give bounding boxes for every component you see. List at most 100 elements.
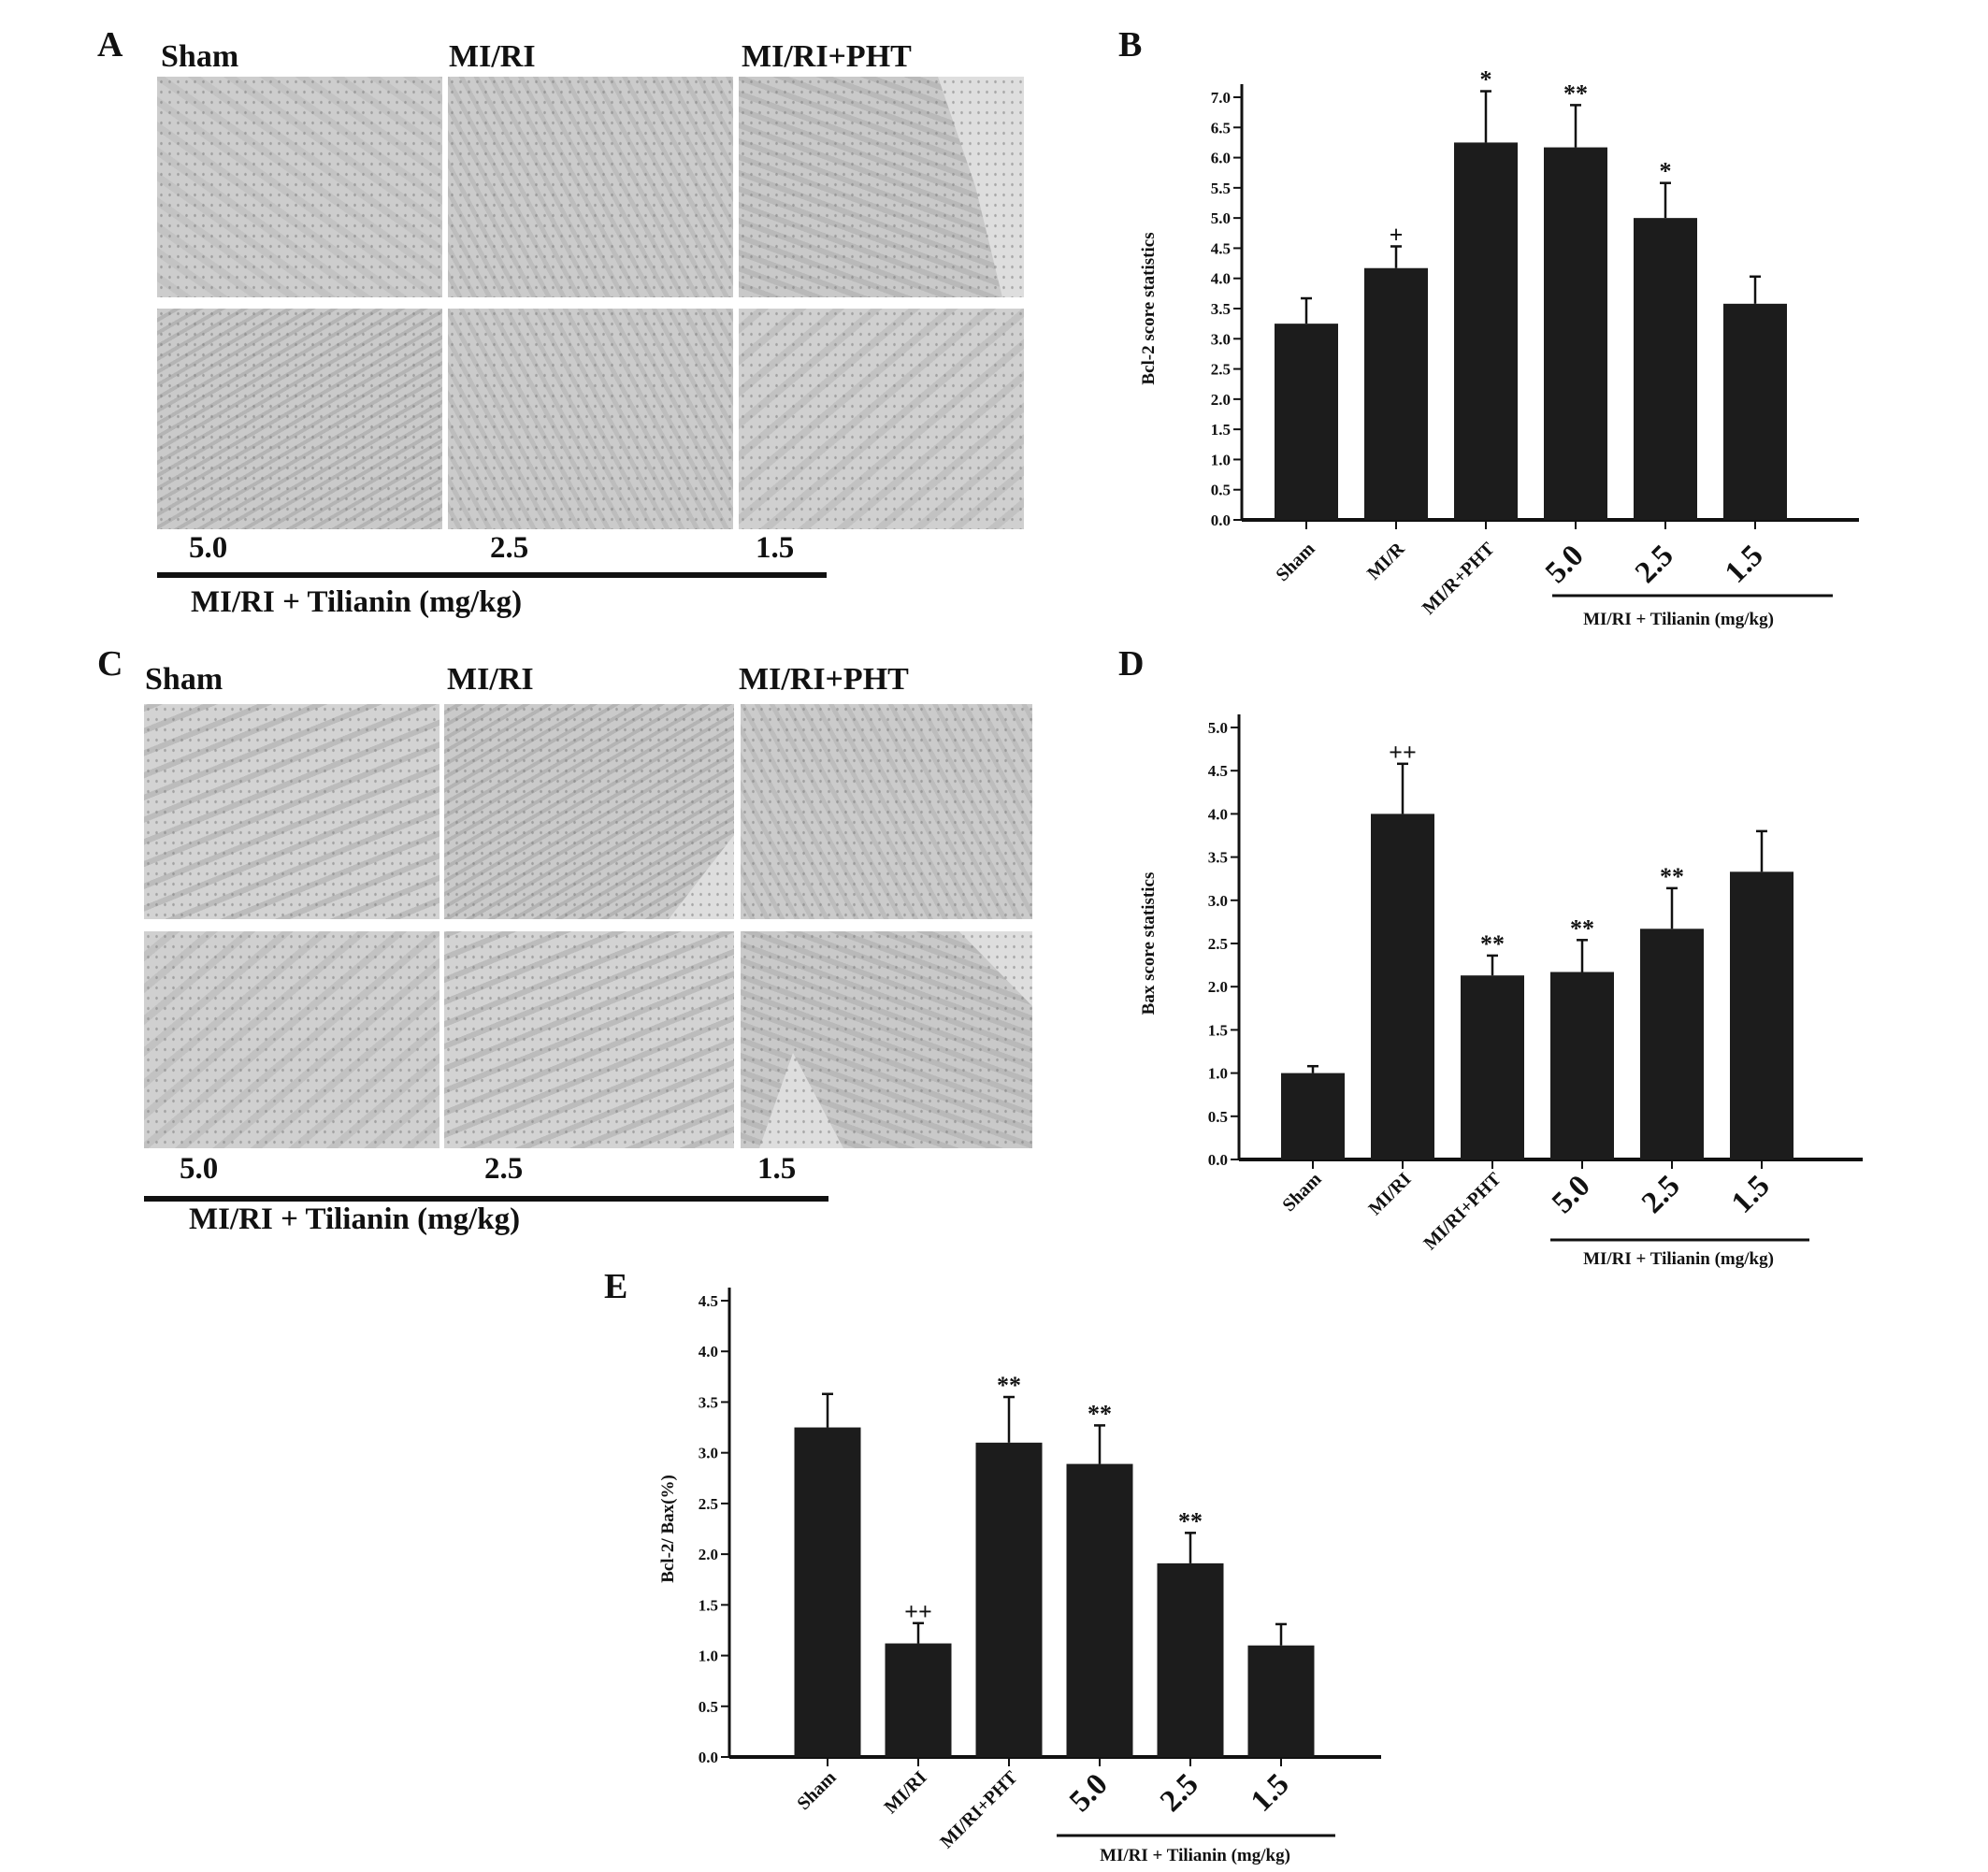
y-tick-label: 3.5 bbox=[1208, 849, 1228, 867]
y-tick-label: 0.0 bbox=[699, 1749, 718, 1766]
category-label: MI/RI bbox=[1364, 1169, 1415, 1219]
y-tick-label: 0.5 bbox=[699, 1698, 718, 1716]
y-tick-label: 0.5 bbox=[1208, 1108, 1228, 1126]
bar bbox=[1247, 1645, 1315, 1757]
y-tick-label: 1.5 bbox=[1208, 1021, 1228, 1039]
micrograph-title-sham: Sham bbox=[161, 39, 239, 74]
significance-marker: ** bbox=[1563, 79, 1588, 107]
panel-letter-a: A bbox=[97, 25, 123, 65]
bar bbox=[1371, 814, 1434, 1159]
bar bbox=[1275, 324, 1338, 520]
y-tick-label: 4.5 bbox=[1211, 239, 1231, 257]
category-label: Sham bbox=[1272, 539, 1318, 585]
bar bbox=[975, 1442, 1043, 1757]
y-tick-label: 1.0 bbox=[1208, 1065, 1228, 1083]
significance-marker: ** bbox=[997, 1372, 1021, 1399]
micrograph-sham bbox=[144, 704, 439, 919]
bar bbox=[1364, 267, 1428, 520]
category-label: MI/RI+PHT bbox=[1419, 1169, 1505, 1255]
bar bbox=[1461, 975, 1524, 1159]
significance-marker: ** bbox=[1480, 930, 1505, 958]
y-tick-label: 1.0 bbox=[1211, 451, 1231, 468]
group-label: MI/RI + Tilianin (mg/kg) bbox=[191, 585, 523, 619]
micrograph-title-mi-ri-pht: MI/RI+PHT bbox=[739, 662, 909, 697]
significance-marker: ** bbox=[1570, 914, 1594, 942]
group-bracket-line bbox=[157, 572, 827, 578]
y-tick-label: 3.5 bbox=[1211, 300, 1231, 318]
y-tick-label: 3.0 bbox=[699, 1445, 718, 1462]
y-tick-label: 5.5 bbox=[1211, 180, 1231, 197]
micrograph-title-mi-ri: MI/RI bbox=[449, 39, 536, 74]
y-tick-label: 3.0 bbox=[1208, 892, 1228, 910]
micrograph-mi-ri bbox=[448, 77, 733, 297]
significance-marker: ++ bbox=[904, 1598, 932, 1625]
micrograph-mi-ri bbox=[444, 704, 734, 919]
category-label: 1.5 bbox=[1725, 1169, 1777, 1220]
dose-label-2-5: 2.5 bbox=[490, 531, 529, 565]
y-tick-label: 1.5 bbox=[699, 1596, 718, 1614]
category-label: 2.5 bbox=[1635, 1169, 1687, 1220]
y-tick-label: 2.0 bbox=[699, 1546, 718, 1563]
bar bbox=[1454, 142, 1518, 520]
significance-marker: ** bbox=[1178, 1507, 1203, 1534]
category-label: MI/RI+PHT bbox=[936, 1767, 1022, 1853]
micrograph-mi-ri-pht bbox=[739, 77, 1024, 297]
y-tick-label: 2.0 bbox=[1208, 978, 1228, 996]
micrograph-mi-ri-pht bbox=[741, 704, 1032, 919]
significance-marker: ++ bbox=[1389, 739, 1417, 766]
y-tick-label: 4.0 bbox=[1208, 805, 1228, 823]
y-tick-label: 7.0 bbox=[1211, 89, 1231, 107]
bar-chart-bcl2: 0.0 0.5 1.0 1.5 2.0 2.5 3.0 3.5 4.0 4.5 5.0 5.5 6.0 6… bbox=[1139, 66, 1859, 629]
micrograph-tilianin-5-0 bbox=[144, 931, 439, 1148]
y-tick-label: 2.0 bbox=[1211, 391, 1231, 409]
y-tick-label: 4.5 bbox=[1208, 762, 1228, 780]
y-axis-label: Bcl-2 score statistics bbox=[1139, 232, 1159, 384]
category-label: MI/RI bbox=[880, 1767, 930, 1818]
micrograph-tilianin-5-0 bbox=[157, 309, 442, 529]
dose-label-1-5: 1.5 bbox=[757, 1152, 797, 1186]
bar bbox=[1550, 972, 1614, 1159]
category-label: 2.5 bbox=[1154, 1767, 1205, 1819]
y-tick-label: 0.5 bbox=[1211, 482, 1231, 499]
dose-label-5-0: 5.0 bbox=[189, 531, 228, 565]
micrograph-title-mi-ri: MI/RI bbox=[447, 662, 534, 697]
dose-label-5-0: 5.0 bbox=[180, 1152, 219, 1186]
micrograph-sham bbox=[157, 77, 442, 297]
significance-marker: ** bbox=[1088, 1400, 1112, 1427]
micrograph-tilianin-1-5 bbox=[741, 931, 1032, 1148]
y-tick-label: 3.0 bbox=[1211, 330, 1231, 348]
bar bbox=[1066, 1463, 1133, 1757]
panel-letter-d: D bbox=[1118, 644, 1145, 684]
significance-marker: * bbox=[1480, 66, 1492, 94]
y-axis-label: Bcl-2/ Bax(%) bbox=[658, 1475, 678, 1583]
category-label: MI/R bbox=[1363, 539, 1409, 584]
bar bbox=[794, 1427, 861, 1757]
category-label: 5.0 bbox=[1063, 1767, 1115, 1819]
bar-chart-bax: 0.0 0.5 1.0 1.5 2.0 2.5 3.0 3.5 4.0 4.5 5.0 Bax sco… bbox=[1139, 714, 1863, 1269]
group-label: MI/RI + Tilianin (mg/kg) bbox=[1100, 1846, 1290, 1865]
y-tick-label: 4.0 bbox=[699, 1343, 718, 1361]
panel-letter-c: C bbox=[97, 644, 123, 684]
category-label: 1.5 bbox=[1719, 539, 1770, 590]
dose-label-1-5: 1.5 bbox=[756, 531, 795, 565]
group-label: MI/RI + Tilianin (mg/kg) bbox=[1583, 610, 1774, 629]
micrograph-tilianin-1-5 bbox=[739, 309, 1024, 529]
y-tick-label: 6.0 bbox=[1211, 150, 1231, 167]
dose-label-2-5: 2.5 bbox=[484, 1152, 524, 1186]
y-tick-label: 0.0 bbox=[1208, 1151, 1228, 1169]
y-tick-label: 5.0 bbox=[1208, 719, 1228, 737]
y-tick-label: 3.5 bbox=[699, 1393, 718, 1411]
bar bbox=[1634, 218, 1697, 520]
y-tick-label: 4.5 bbox=[699, 1292, 718, 1310]
category-label: 2.5 bbox=[1629, 539, 1680, 590]
bar bbox=[1281, 1073, 1345, 1159]
panel-letter-e: E bbox=[604, 1267, 628, 1306]
y-tick-label: 1.5 bbox=[1211, 421, 1231, 439]
micrograph-tilianin-2-5 bbox=[448, 309, 733, 529]
micrograph-title-mi-ri-pht: MI/RI+PHT bbox=[742, 39, 912, 74]
panel-letter-b: B bbox=[1118, 25, 1143, 65]
bar bbox=[1730, 871, 1794, 1159]
y-tick-label: 4.0 bbox=[1211, 270, 1231, 288]
y-tick-label: 0.0 bbox=[1211, 511, 1231, 529]
y-tick-label: 2.5 bbox=[699, 1495, 718, 1513]
